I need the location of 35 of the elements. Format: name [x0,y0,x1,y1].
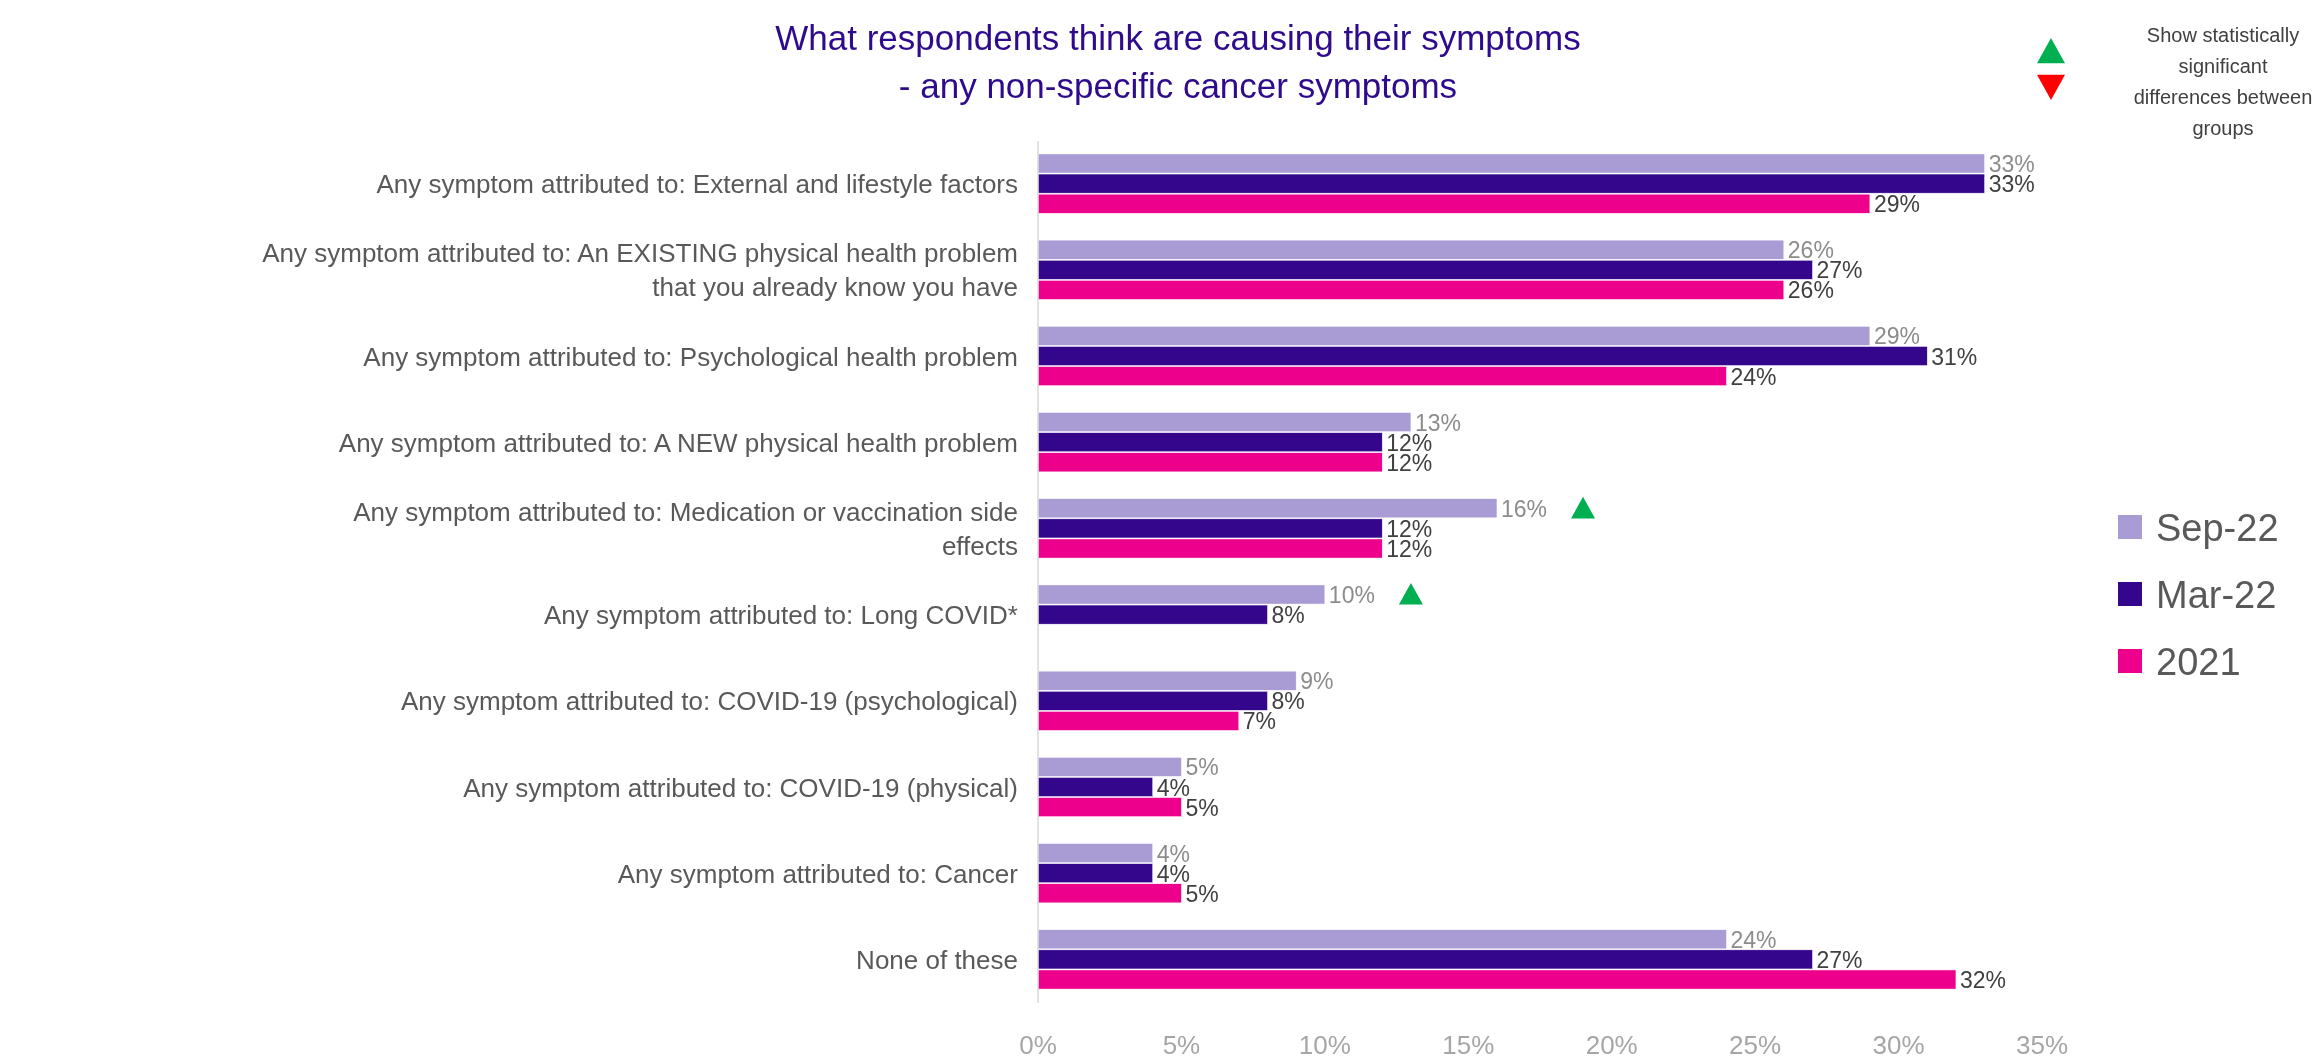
chart-title: What respondents think are causing their symptoms - any non-specific cancer symptoms [775,18,1581,105]
y-tick-label: Any symptom attributed to: Long COVID* [544,600,1018,631]
data-label: 10% [1328,582,1375,609]
data-label: 12% [1386,536,1433,563]
y-tick-label: Any symptom attributed to: Psychological health problem [363,341,1018,372]
y-tick-label: Any symptom attributed to: External and lifestyle factors [376,169,1018,200]
data-label: 24% [1730,363,1777,390]
data-label: 29% [1873,323,1920,350]
x-tick-label: 0% [1019,1030,1057,1058]
y-tick-label: Any symptom attributed to: COVID-19 (physical) [463,772,1018,803]
legend-label: Mar-22 [2156,574,2277,617]
x-tick-label: 30% [1872,1030,1925,1058]
x-tick-label: 35% [2015,1030,2069,1058]
x-tick-label: 10% [1298,1030,1351,1058]
data-label: 32% [1959,967,2006,994]
data-label: 24% [1730,926,1777,953]
legend-label: Sep-22 [2156,507,2279,550]
y-tick-label: None of these [856,945,1018,975]
data-label: 8% [1271,602,1305,629]
data-label: 16% [1500,495,1548,522]
x-tick-label: 5% [1162,1030,1201,1058]
legend-label: 2021 [2156,641,2241,684]
data-label: 31% [1931,343,1978,370]
y-tick-label: Any symptom attributed to: An EXISTING physical health problem that you already know you have [262,238,1018,303]
text: Show statistically significant differences between groups [2133,24,2313,139]
y-tick-label: Any symptom attributed to: COVID-19 (psychological) [400,686,1018,717]
y-tick-label: Any symptom attributed to: Cancer [617,858,1019,889]
x-tick-label: 15% [1442,1030,1495,1058]
x-tick-label: 25% [1729,1030,1782,1058]
data-label: 5% [1185,754,1219,781]
data-label: 27% [1816,946,1863,973]
y-tick-label: Any symptom attributed to: Medication or vaccination side effects [353,497,1018,561]
data-label: 29% [1873,191,1920,218]
x-tick-label: 20% [1585,1030,1638,1058]
y-tick-label: Any symptom attributed to: A NEW physical health problem [338,427,1018,458]
